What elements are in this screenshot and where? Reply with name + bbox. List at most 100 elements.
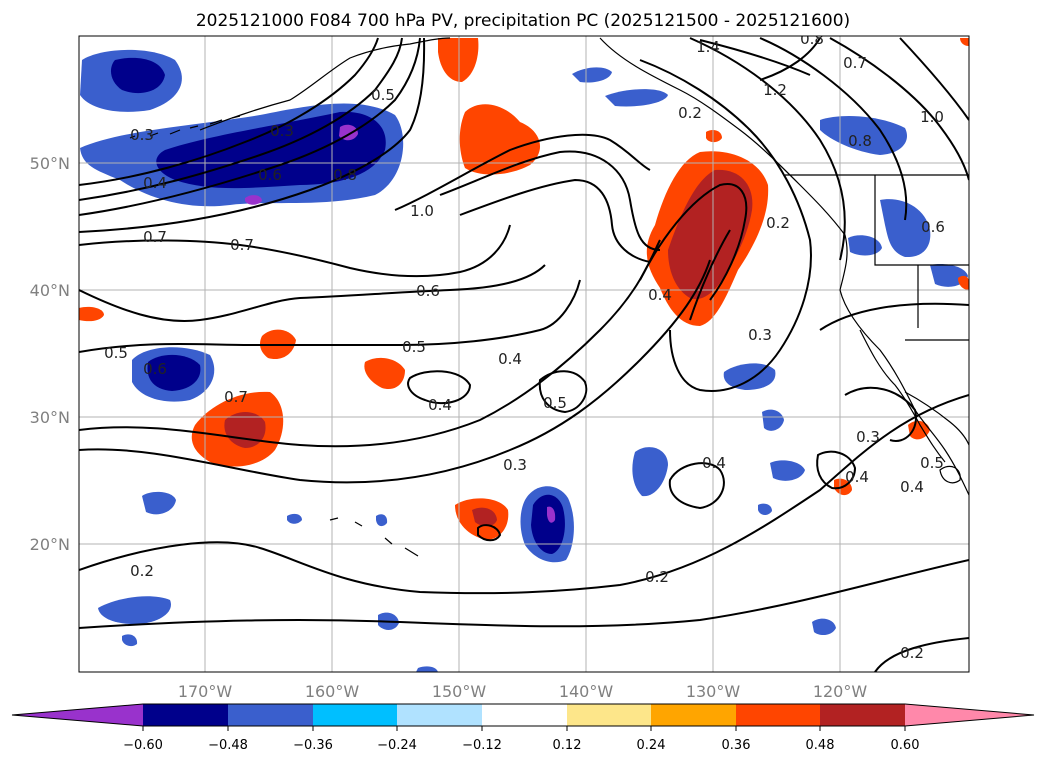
map-frame [78,35,970,673]
contour-east-04 [844,386,917,442]
neg-area-small-3 [376,514,388,527]
neg-area-coast-mid [880,199,931,258]
colorbar-segment [651,704,736,726]
longitude-labels: 170°W 160°W 150°W 140°W 130°W 120°W [178,682,868,701]
pv-contours [79,37,969,672]
lat-label-20n: 20°N [30,535,70,554]
contour-label: 0.6 [921,218,945,236]
contour-ne-2 [759,37,821,81]
lat-label-30n: 30°N [30,408,70,427]
neg-area-small-4 [122,634,138,647]
pos-area-left-edge [79,306,104,322]
contour-label: 0.8 [848,132,872,150]
contour-04-b [407,370,472,405]
contour-label: 0.8 [333,166,357,184]
contour-label: 0.3 [270,122,294,140]
colorbar-extend-low [12,704,143,726]
contour-label: 0.4 [648,286,672,304]
contour-07 [79,224,511,278]
gulf-coast [904,391,969,446]
neg-area-north-2 [605,89,668,107]
contour-mid-ridge2 [459,178,651,263]
neg-core-hawaii-east [531,494,565,554]
colorbar-segment [482,704,567,726]
colorbar-tick-label: −0.36 [293,738,333,753]
contour-label: 0.4 [143,174,167,192]
colorbar-tick-label: 0.60 [891,738,920,753]
state-border-1 [874,175,969,266]
contour-top-1 [79,37,421,216]
contour-top-4 [79,37,426,233]
neg-area-baja-2 [762,409,784,431]
bc-coast [599,37,969,496]
contour-ne-1 [699,39,811,76]
lon-label-130w: 130°W [686,682,741,701]
contour-02-corner [874,637,969,672]
lon-label-140w: 140°W [559,682,614,701]
contour-label: 0.3 [856,428,880,446]
contour-03 [79,259,711,484]
contour-label: 0.7 [230,236,254,254]
colorbar-segment [397,704,482,726]
colorbar-tick-label: −0.48 [208,738,248,753]
contour-label: 0.3 [130,126,154,144]
contour-02-south [79,394,969,595]
colorbar-tick-label: 0.24 [637,738,666,753]
contour-coast-3 [759,37,908,221]
neg-area-south-mid [632,447,668,497]
neg-area-small-7 [758,503,772,516]
contour-label: 0.7 [843,54,867,72]
contour-label: 0.5 [920,454,944,472]
colorbar-tick-label: 0.36 [722,738,751,753]
colorbar-segment [228,704,313,726]
colorbar-segment [143,704,228,726]
contour-label: 0.2 [645,568,669,586]
neg-area-north-1 [572,67,612,83]
lon-label-170w: 170°W [178,682,233,701]
contour-label: 0.3 [748,326,772,344]
lat-label-40n: 40°N [30,281,70,300]
contour-se-loop [816,450,857,490]
precip-shading [79,38,969,672]
lon-label-150w: 150°W [432,682,487,701]
contour-label: 1.0 [920,108,944,126]
contour-label: 0.2 [900,644,924,662]
contour-04-a [79,239,661,448]
contour-east-03 [819,302,969,331]
contour-label: 0.7 [224,388,248,406]
contour-top-3 [79,37,379,186]
neg-area-small-8 [812,618,836,636]
contour-label: 0.6 [416,282,440,300]
pos-area-north-2 [459,104,541,175]
pos-area-mid [364,357,405,390]
neg-area-south-mid2 [770,460,805,481]
contour-top-2 [79,37,403,201]
pos-core-hawaii-nw [472,507,497,527]
island-rings [939,465,961,484]
contour-04-c [668,462,725,510]
contour-hawaii-loop [477,524,502,542]
aleutian-islands [129,115,241,139]
contour-label: 0.7 [143,228,167,246]
lon-label-120w: 120°W [813,682,868,701]
colorbar-tick-label: −0.24 [377,738,417,753]
colorbar-tick-label: 0.12 [553,738,582,753]
colorbar-tick-label: −0.12 [462,738,502,753]
pos-area-north-top [438,38,479,82]
colorbar-extend-high [905,704,1034,726]
graticule [79,36,969,672]
neg-area-coast-n [820,116,908,155]
figure-title: 2025121000 F084 700 hPa PV, precipitatio… [196,11,850,31]
contour-coast-4 [829,37,969,181]
colorbar-tick-label: −0.60 [123,738,163,753]
latitude-labels: 50°N 40°N 30°N 20°N [30,154,70,554]
contour-label: 0.8 [800,30,824,48]
neg-area-south-left [98,596,171,625]
contour-label: 1.0 [410,202,434,220]
contour-label: 1.2 [763,81,787,99]
contour-label: 0.4 [702,454,726,472]
pos-area-top-right [960,38,969,46]
colorbar-ticks [142,726,906,731]
contour-coast-inner-1 [639,183,748,301]
